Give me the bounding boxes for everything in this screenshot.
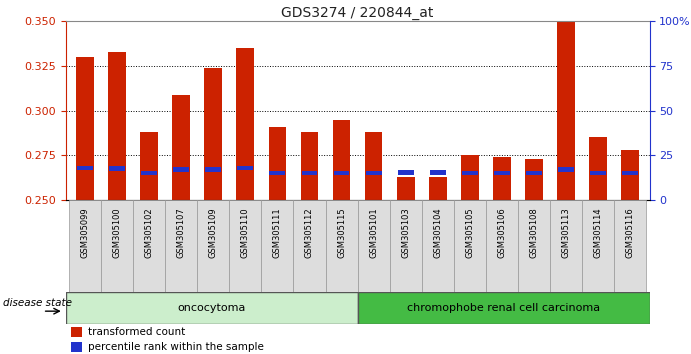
Bar [558,21,575,200]
Bar [550,200,582,292]
Text: GSM305107: GSM305107 [177,207,186,258]
Bar [269,171,285,176]
Bar [494,171,510,176]
Bar [238,166,253,170]
Bar [69,200,101,292]
Bar [462,171,477,176]
Text: GSM305100: GSM305100 [113,207,122,258]
Bar [430,170,446,175]
Bar [366,171,381,176]
Bar [77,166,93,170]
Bar [101,200,133,292]
Bar [526,171,542,176]
Text: GSM305103: GSM305103 [401,207,410,258]
Text: disease state: disease state [3,298,73,308]
Bar [108,52,126,200]
Bar [301,171,317,176]
Bar [269,127,286,200]
Bar [422,200,454,292]
Text: GSM305104: GSM305104 [433,207,442,258]
Bar [397,177,415,200]
Bar [325,200,357,292]
Bar [236,48,254,200]
Bar [109,166,125,171]
Bar [76,57,94,200]
Text: GSM305108: GSM305108 [529,207,538,258]
Bar [140,132,158,200]
Bar [333,120,350,200]
Bar [486,200,518,292]
Bar [398,170,414,175]
Text: oncocytoma: oncocytoma [178,303,246,313]
Bar [66,292,358,324]
Text: GSM305106: GSM305106 [498,207,507,258]
Text: percentile rank within the sample: percentile rank within the sample [88,342,264,352]
Bar [357,200,390,292]
Text: GSM305113: GSM305113 [562,207,571,258]
Text: GSM305105: GSM305105 [465,207,475,258]
Bar [301,132,319,200]
Bar [358,292,650,324]
Bar [589,137,607,200]
Bar [141,171,157,176]
Bar [621,150,639,200]
Bar [525,159,543,200]
Bar [558,167,574,172]
Bar [133,200,165,292]
Bar [197,200,229,292]
Bar [173,167,189,172]
Bar [365,132,382,200]
Bar [518,200,550,292]
Text: GSM305110: GSM305110 [240,207,250,258]
Text: GSM305112: GSM305112 [305,207,314,258]
Bar [71,342,82,353]
Bar [205,68,222,200]
Bar [454,200,486,292]
Bar [334,171,350,176]
Bar [614,200,646,292]
Text: transformed count: transformed count [88,327,185,337]
Bar [493,157,511,200]
Bar [582,200,614,292]
Text: GSM305111: GSM305111 [273,207,282,258]
Bar [172,95,190,200]
Bar [229,200,261,292]
Bar [429,177,446,200]
Bar [590,171,606,176]
Bar [294,200,325,292]
Text: GSM305116: GSM305116 [626,207,635,258]
Bar [623,171,638,176]
Bar [461,155,479,200]
Text: GSM305099: GSM305099 [80,207,89,258]
Bar [205,167,221,172]
Title: GDS3274 / 220844_at: GDS3274 / 220844_at [281,6,434,20]
Text: chromophobe renal cell carcinoma: chromophobe renal cell carcinoma [407,303,600,313]
Text: GSM305109: GSM305109 [209,207,218,258]
Bar [165,200,197,292]
Bar [390,200,422,292]
Bar [71,327,82,337]
Text: GSM305101: GSM305101 [369,207,378,258]
Text: GSM305102: GSM305102 [144,207,153,258]
Bar [261,200,294,292]
Text: GSM305114: GSM305114 [594,207,603,258]
Text: GSM305115: GSM305115 [337,207,346,258]
